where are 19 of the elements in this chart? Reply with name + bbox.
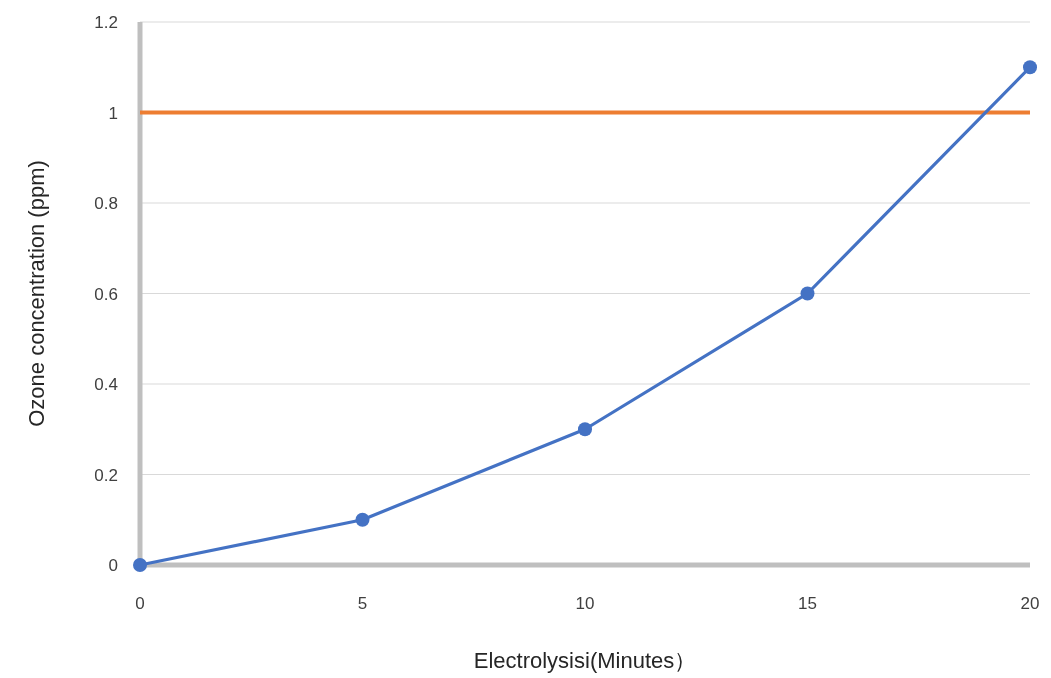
- y-tick-label: 0.6: [94, 284, 118, 304]
- point: [133, 558, 147, 572]
- y-tick-label: 0.2: [94, 465, 118, 485]
- x-tick-label: 10: [575, 594, 595, 613]
- y-tick-label: 1.2: [94, 13, 118, 32]
- y-tick-label: 0: [108, 556, 118, 575]
- point: [578, 422, 592, 437]
- y-tick-label: 1: [108, 103, 118, 123]
- point: [1023, 60, 1037, 75]
- y-tick-label: 0.4: [94, 375, 118, 394]
- y-tick-label: 0.8: [94, 194, 118, 213]
- x-axis-title: Electrolysisi(Minutes）: [473, 648, 697, 673]
- y-axis-title: Ozone concentration (ppm): [24, 160, 49, 427]
- x-tick-label: 20: [1020, 594, 1040, 613]
- point: [800, 286, 815, 301]
- x-tick-label: 5: [357, 594, 368, 613]
- x-tick-label: 0: [135, 594, 145, 613]
- x-tick-label: 15: [798, 594, 817, 613]
- point: [355, 512, 370, 527]
